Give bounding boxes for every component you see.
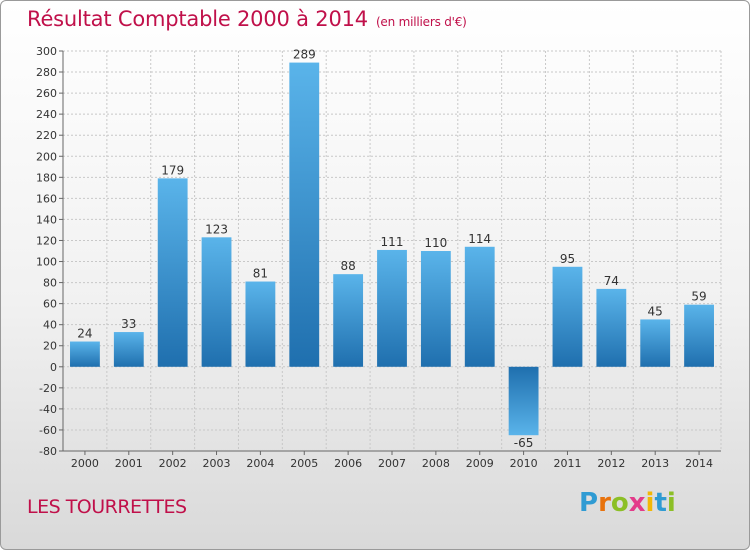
brand-letter: x (628, 488, 646, 518)
brand-letter: i (666, 488, 676, 518)
y-tick-label: 100 (36, 256, 57, 269)
title-text: Résultat Comptable 2000 à 2014 (27, 7, 368, 31)
brand-letter: P (579, 488, 599, 518)
x-tick-label: 2002 (159, 457, 187, 470)
y-tick-label: 40 (43, 319, 57, 332)
x-tick-label: 2005 (290, 457, 318, 470)
y-tick-label: 260 (36, 87, 57, 100)
y-tick-label: 180 (36, 171, 57, 184)
x-tick-label: 2014 (685, 457, 713, 470)
x-tick-label: 2003 (203, 457, 231, 470)
y-tick-label: 220 (36, 129, 57, 142)
bars (70, 62, 714, 436)
bar (333, 274, 364, 367)
data-label: 45 (648, 304, 663, 318)
x-tick-label: 2007 (378, 457, 406, 470)
x-tick-label: 2001 (115, 457, 143, 470)
y-tick-label: 280 (36, 66, 57, 79)
y-tick-label: 20 (43, 340, 57, 353)
y-tick-label: 60 (43, 298, 57, 311)
data-label: 123 (205, 222, 228, 236)
data-label: 114 (468, 232, 491, 246)
bar (684, 304, 714, 367)
x-tick-label: 2008 (422, 457, 450, 470)
data-label: 59 (691, 290, 706, 304)
y-tick-label: -80 (39, 445, 57, 458)
y-tick-label: -40 (39, 403, 57, 416)
data-label: 289 (293, 48, 316, 62)
y-tick-label: 240 (36, 108, 57, 121)
bar (245, 281, 276, 367)
bar (377, 249, 407, 367)
brand-letter: r (598, 488, 611, 518)
bar (70, 341, 100, 367)
x-tick-label: 2013 (641, 457, 669, 470)
y-tick-label: 300 (36, 45, 57, 58)
bar (157, 178, 188, 367)
y-tick-label: -60 (39, 424, 57, 437)
brand-letter: t (654, 488, 667, 518)
data-label: 33 (121, 317, 136, 331)
data-label: 179 (161, 163, 184, 177)
bar (508, 366, 539, 436)
chart-title: Résultat Comptable 2000 à 2014 (en millie… (27, 7, 467, 31)
brand-letter: i (645, 488, 655, 518)
chart-subtitle: (en milliers d'€) (375, 15, 467, 29)
data-labels: 24 33 179 123 81 289 88 111 110 114 -65 95 74 45 59 (77, 48, 706, 451)
data-label: 74 (604, 274, 619, 288)
y-tick-label: 0 (50, 361, 57, 374)
y-tick-label: 140 (36, 213, 57, 226)
bar (640, 319, 671, 367)
data-label: 111 (381, 235, 404, 249)
bar (420, 251, 451, 367)
x-tick-label: 2012 (597, 457, 625, 470)
data-label: 88 (340, 259, 355, 273)
x-tick-label: 2006 (334, 457, 362, 470)
brand-letter: o (610, 488, 629, 518)
bar (289, 62, 320, 367)
bar (201, 237, 232, 367)
y-tick-label: 160 (36, 192, 57, 205)
y-tick-label: -20 (39, 382, 57, 395)
data-label: 110 (424, 236, 447, 250)
axes: -80-60-40-200204060801001201401601802002… (36, 45, 721, 470)
x-tick-label: 2009 (466, 457, 494, 470)
bar (464, 246, 495, 367)
x-tick-label: 2011 (553, 457, 581, 470)
x-tick-label: 2004 (246, 457, 274, 470)
proxiti-logo: Proxiti (579, 488, 676, 518)
y-tick-label: 80 (43, 277, 57, 290)
y-tick-label: 200 (36, 150, 57, 163)
bar (596, 288, 627, 367)
data-label: -65 (514, 436, 534, 450)
x-tick-label: 2000 (71, 457, 99, 470)
place-name: LES TOURRETTES (27, 496, 187, 518)
data-label: 95 (560, 252, 575, 266)
x-tick-label: 2010 (510, 457, 538, 470)
data-label: 81 (253, 267, 268, 281)
data-label: 24 (77, 327, 92, 341)
y-tick-label: 120 (36, 234, 57, 247)
bar (113, 332, 144, 367)
bar (552, 266, 583, 367)
